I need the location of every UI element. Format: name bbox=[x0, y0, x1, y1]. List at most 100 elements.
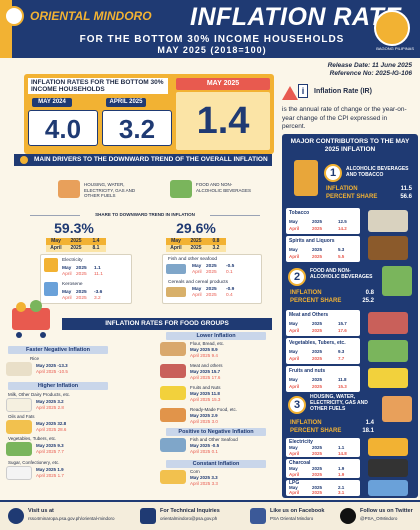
major-contributors-panel: MAJOR CONTRIBUTORS TO THE MAY 2025 INFLA… bbox=[282, 134, 418, 498]
fr2-year1: 2025 bbox=[200, 391, 211, 396]
may2024-label: MAY 2024 bbox=[32, 98, 72, 107]
fl2-year1: 2025 bbox=[46, 421, 57, 426]
food-basket-icon bbox=[170, 180, 192, 198]
sub1-apr-lbl: April bbox=[289, 254, 300, 259]
facebook-label: Like us on Facebook bbox=[270, 508, 325, 514]
higher-band: Higher Inflation bbox=[8, 382, 108, 390]
group3-inflation: 1.4 bbox=[365, 420, 374, 426]
g2-item2-may-label: May bbox=[192, 287, 202, 292]
globe-icon bbox=[8, 508, 24, 524]
fl2-year2: 2025 bbox=[46, 426, 57, 432]
driver1-may-value: 1.4 bbox=[92, 238, 100, 244]
sub4-year2: 2025 bbox=[312, 384, 323, 389]
may2024-value: 4.0 bbox=[28, 110, 98, 146]
driver2-may-value: 0.8 bbox=[212, 238, 220, 244]
visit-link[interactable]: rsso4minaropa.psa.gov.ph/oriental-mindor… bbox=[28, 516, 115, 521]
sub-lpg-name: LPG bbox=[289, 480, 300, 486]
fr5-year1: 2025 bbox=[200, 475, 211, 480]
fl0-may: -13.3 bbox=[57, 363, 68, 368]
inquiries-email[interactable]: orientalmindoro@psa.gov.ph bbox=[160, 516, 218, 521]
rates-panel: INFLATION RATES FOR THE BOTTOM 30% INCOM… bbox=[24, 74, 274, 154]
g1-item1-may-label: May bbox=[62, 266, 72, 271]
fl1-year1: 2025 bbox=[46, 399, 57, 404]
fl0-year1: 2025 bbox=[46, 363, 57, 368]
meat-icon bbox=[160, 364, 186, 378]
fr0-may: 8.9 bbox=[211, 347, 218, 352]
food-right-1-vals: May 2025 15.7 April 2025 17.6 bbox=[190, 369, 220, 380]
g2-item2-apr: 0.4 bbox=[226, 293, 233, 298]
fl3-year2: 2025 bbox=[46, 448, 57, 454]
food-right-5-vals: May 2025 3.3 April 2025 3.3 bbox=[190, 475, 218, 486]
sub2-apr-lbl: April bbox=[289, 328, 300, 333]
driver2-name: FOOD AND NON-ALCOHOLIC BEVERAGES bbox=[196, 182, 252, 193]
psa-logo-icon bbox=[4, 6, 24, 26]
sub4-apr-lbl: April bbox=[289, 384, 300, 389]
pos-neg-band: Positive to Negative Inflation bbox=[166, 428, 266, 436]
fr5-may: 3.3 bbox=[211, 475, 218, 480]
fl2-apr-lbl: April bbox=[36, 426, 46, 432]
g1-item2-year2: 2025 bbox=[76, 296, 87, 301]
warning-icon bbox=[282, 86, 298, 100]
driver2-apr-label: April bbox=[170, 245, 182, 251]
fr0-apr-lbl: April bbox=[190, 352, 200, 358]
fr2-apr: 15.3 bbox=[211, 396, 221, 402]
driver1-may-label: May bbox=[51, 238, 61, 244]
fr1-may: 15.7 bbox=[211, 369, 221, 374]
g1-item1-name: Electricity bbox=[62, 258, 83, 263]
g2-item1-may-label: May bbox=[192, 264, 202, 269]
may2025-value: 1.4 bbox=[176, 92, 270, 150]
fr3-may-lbl: May bbox=[190, 413, 199, 418]
sub0-apr-lbl: April bbox=[289, 226, 300, 231]
sub0-may-lbl: May bbox=[289, 219, 298, 224]
definition-term: Inflation Rate (IR) bbox=[314, 88, 372, 95]
group1-inflation-label: INFLATION bbox=[326, 186, 358, 192]
reference-no: Reference No: 2025-IG-106 bbox=[329, 70, 412, 77]
fr5-may-lbl: May bbox=[190, 475, 199, 480]
twitter-label: Follow us on Twitter bbox=[360, 508, 413, 514]
sub0-year2: 2025 bbox=[312, 226, 323, 231]
sub-meat-name: Meat and Others bbox=[289, 312, 329, 318]
facebook-link[interactable]: PSA Oriental Mindoro bbox=[270, 516, 314, 521]
food-left-2-vals: May 2025 32.8 April 2025 28.6 bbox=[36, 421, 66, 432]
sub5-year1: 2025 bbox=[312, 445, 323, 450]
info-icon: i bbox=[298, 84, 308, 98]
fl3-may: 9.3 bbox=[57, 443, 64, 448]
fr1-year2: 2025 bbox=[200, 374, 211, 380]
food-left-4-name: Sugar, Confectionery, etc. bbox=[8, 460, 60, 465]
fl3-may-lbl: May bbox=[36, 443, 45, 448]
g2-item2-year: 2025 bbox=[206, 287, 217, 292]
sub5-year2: 2025 bbox=[312, 451, 323, 456]
sub6-year2: 2025 bbox=[312, 472, 323, 477]
fr0-apr: 9.4 bbox=[211, 352, 218, 358]
sub1-year2: 2025 bbox=[312, 254, 323, 259]
g1-item1-may: 1.1 bbox=[94, 266, 101, 271]
sub3-may: 9.3 bbox=[338, 349, 345, 354]
page-subtitle: FOR THE BOTTOM 30% INCOME HOUSEHOLDS bbox=[79, 34, 345, 45]
fl4-may: 1.9 bbox=[57, 467, 64, 472]
group2-name: FOOD AND NON-ALCOHOLIC BEVERAGES bbox=[310, 268, 373, 280]
fl2-may: 32.8 bbox=[57, 421, 67, 426]
sub2-may-lbl: May bbox=[289, 321, 298, 326]
food-right-1-name: Meat and others bbox=[190, 363, 223, 368]
group1-inflation: 11.5 bbox=[400, 186, 412, 192]
food-right-2-vals: May 2025 11.8 April 2025 15.3 bbox=[190, 391, 220, 402]
sub-charcoal-name: Charcoal bbox=[289, 460, 311, 466]
drivers-bullet-icon bbox=[20, 156, 28, 164]
driver1-name: HOUSING, WATER, ELECTRICITY, GAS AND OTH… bbox=[84, 182, 136, 198]
oil-icon bbox=[6, 420, 32, 434]
group1-share-label: PERCENT SHARE bbox=[326, 194, 378, 200]
food-left-3-vals: May 2025 9.3 April 2025 7.7 bbox=[36, 443, 64, 454]
twitter-link[interactable]: @PSA_OrMindoro bbox=[360, 516, 398, 521]
fr4-year1: 2025 bbox=[200, 443, 211, 448]
fr0-year1: 2025 bbox=[200, 347, 211, 352]
bread-icon bbox=[160, 342, 186, 356]
sub6-apr: 1.9 bbox=[338, 472, 345, 477]
fr2-year2: 2025 bbox=[200, 396, 211, 402]
sub7-year2: 2025 bbox=[312, 490, 323, 495]
group3-name: HOUSING, WATER, ELECTRICITY, GAS AND OTH… bbox=[310, 394, 368, 412]
driver2-rates: May 2025 0.8 April 2025 3.2 bbox=[166, 238, 226, 252]
driver2-year2: 2025 bbox=[190, 245, 202, 251]
fl1-apr: 2.8 bbox=[57, 404, 64, 410]
food-left-3-name: Vegetables, Tubers, etc. bbox=[8, 436, 57, 441]
sub4-may: 11.8 bbox=[338, 377, 347, 382]
